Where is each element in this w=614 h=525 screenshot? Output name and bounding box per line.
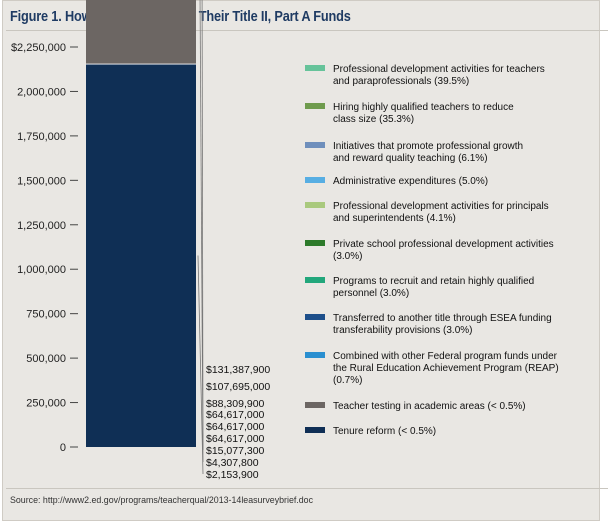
data-label: $15,077,300	[206, 445, 265, 457]
y-tick-label: 1,000,000	[17, 264, 66, 276]
legend-label: and paraprofessionals (39.5%)	[333, 76, 469, 87]
legend-label: and reward quality teaching (6.1%)	[333, 153, 488, 164]
data-label: $88,309,900	[206, 398, 265, 410]
legend-swatch	[305, 177, 325, 183]
legend-label: the Rural Education Achievement Program …	[333, 363, 559, 374]
legend-label: Professional development activities for …	[333, 64, 545, 75]
legend-label: Private school professional development …	[333, 239, 554, 250]
source-divider	[6, 488, 608, 489]
legend-label: Hiring highly qualified teachers to redu…	[333, 102, 514, 113]
source-note: Source: http://www2.ed.gov/programs/teac…	[10, 495, 314, 506]
bar-stack	[86, 0, 196, 447]
data-label: $64,617,000	[206, 421, 265, 433]
legend: Professional development activities for …	[305, 64, 559, 437]
legend-label: personnel (3.0%)	[333, 288, 409, 299]
data-label: $64,617,000	[206, 433, 265, 445]
bar-segment	[86, 64, 196, 447]
legend-label: Initiatives that promote professional gr…	[333, 141, 523, 152]
legend-label: (0.7%)	[333, 375, 362, 386]
title-divider	[6, 30, 608, 31]
bar-segment	[86, 0, 196, 65]
y-tick-label: $2,250,000	[11, 42, 66, 54]
y-tick-label: 2,000,000	[17, 86, 66, 98]
legend-label: Combined with other Federal program fund…	[333, 351, 558, 362]
legend-label: Tenure reform (< 0.5%)	[333, 426, 436, 437]
data-label: $4,307,800	[206, 457, 259, 469]
legend-label: and superintendents (4.1%)	[333, 213, 456, 224]
y-tick-label: 0	[60, 442, 66, 454]
legend-label: (3.0%)	[333, 251, 362, 262]
leader-line	[197, 255, 204, 475]
legend-swatch	[305, 240, 325, 246]
data-label: $107,695,000	[206, 381, 270, 393]
legend-label: Professional development activities for …	[333, 201, 549, 212]
legend-swatch	[305, 352, 325, 358]
legend-swatch	[305, 142, 325, 148]
y-tick-label: 500,000	[26, 353, 66, 365]
y-tick-label: 250,000	[26, 398, 66, 410]
y-tick-label: 1,750,000	[17, 131, 66, 143]
data-label: $131,387,900	[206, 364, 270, 376]
legend-swatch	[305, 103, 325, 109]
legend-swatch	[305, 202, 325, 208]
legend-label: class size (35.3%)	[333, 114, 414, 125]
leader-line	[201, 0, 204, 451]
data-label: $2,153,900	[206, 469, 259, 481]
legend-swatch	[305, 427, 325, 433]
y-tick-label: 1,250,000	[17, 220, 66, 232]
y-axis: 0 250,000 500,000 750,000 1,000,000 1,250,000…	[11, 42, 78, 454]
y-tick-label: 750,000	[26, 309, 66, 321]
legend-swatch	[305, 65, 325, 71]
legend-label: Administrative expenditures (5.0%)	[333, 176, 488, 187]
legend-swatch	[305, 402, 325, 408]
legend-label: Programs to recruit and retain highly qu…	[333, 276, 534, 287]
legend-label: transferability provisions (3.0%)	[333, 325, 473, 336]
data-label: $64,617,000	[206, 409, 265, 421]
legend-swatch	[305, 314, 325, 320]
y-tick-label: 1,500,000	[17, 175, 66, 187]
leader-line	[199, 0, 204, 463]
legend-label: Transferred to another title through ESE…	[333, 313, 552, 324]
legend-swatch	[305, 277, 325, 283]
legend-label: Teacher testing in academic areas (< 0.5…	[333, 401, 526, 412]
data-labels: $2,153,900$4,307,800$15,077,300$64,617,0…	[197, 0, 270, 481]
